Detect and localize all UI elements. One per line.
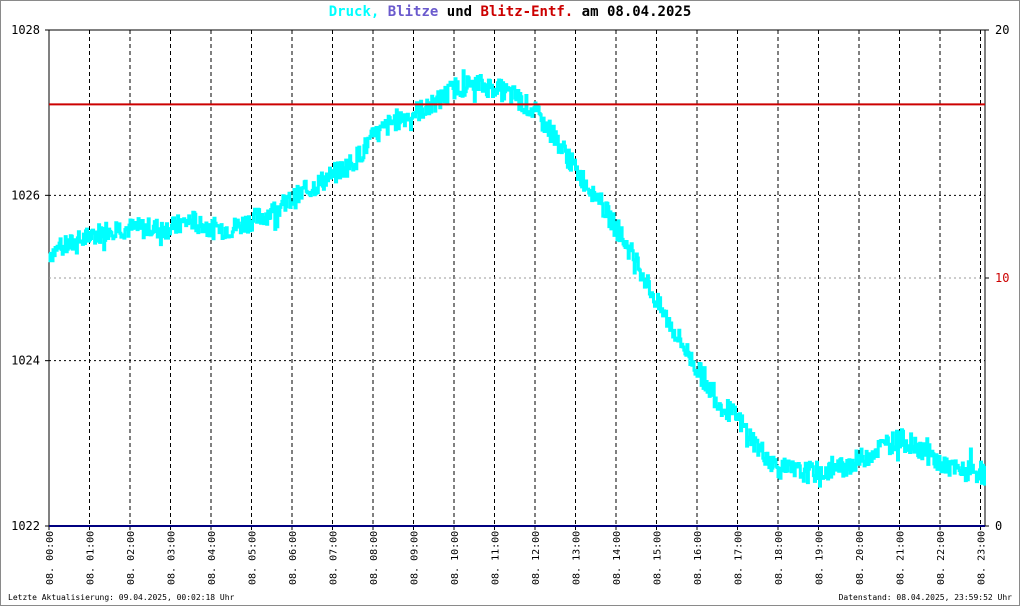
x-axis-label: 08. 14:00 <box>612 531 623 585</box>
x-axis-label: 08. 12:00 <box>531 531 542 585</box>
pressure-line <box>48 69 986 488</box>
x-axis-label: 08. 07:00 <box>329 531 340 585</box>
x-axis-label: 08. 05:00 <box>248 531 259 585</box>
title-date: am 08.04.2025 <box>581 4 692 20</box>
left-axis-label: 1024 <box>11 354 40 368</box>
x-axis-label: 08. 22:00 <box>936 531 947 585</box>
right-axis-label: 20 <box>995 23 1009 37</box>
x-axis-label: 08. 11:00 <box>491 531 502 585</box>
title-and: und <box>446 4 473 20</box>
x-axis-label: 08. 19:00 <box>815 531 826 585</box>
x-axis-label: 08. 20:00 <box>855 531 866 585</box>
x-axis-label: 08. 17:00 <box>734 531 745 585</box>
right-axis-label: 10 <box>995 271 1009 285</box>
footer-data-status: Datenstand: 08.04.2025, 23:59:52 Uhr <box>838 593 1012 602</box>
x-axis-label: 08. 03:00 <box>167 531 178 585</box>
x-axis-label: 08. 08:00 <box>369 531 380 585</box>
title-pressure: Druck, <box>328 4 380 20</box>
footer-last-update: Letzte Aktualisierung: 09.04.2025, 00:02… <box>8 593 235 602</box>
x-axis-label: 08. 18:00 <box>774 531 785 585</box>
x-axis-label: 08. 10:00 <box>450 531 461 585</box>
left-axis-label: 1022 <box>11 519 40 533</box>
x-axis-label: 08. 09:00 <box>410 531 421 585</box>
chart-title: Druck, Blitze und Blitz-Entf. am 08.04.2… <box>0 4 1020 20</box>
x-axis-label: 08. 13:00 <box>572 531 583 585</box>
x-axis-label: 08. 04:00 <box>207 531 218 585</box>
x-axis-label: 08. 00:00 <box>45 531 56 585</box>
title-strikes: Blitze <box>387 4 439 20</box>
x-axis-label: 08. 02:00 <box>126 531 137 585</box>
left-axis-label: 1026 <box>11 188 40 202</box>
x-axis-label: 08. 23:00 <box>977 531 988 585</box>
left-axis-label: 1028 <box>11 23 40 37</box>
x-axis-label: 08. 15:00 <box>653 531 664 585</box>
x-axis-label: 08. 21:00 <box>896 531 907 585</box>
x-axis-label: 08. 16:00 <box>693 531 704 585</box>
title-distance: Blitz-Entf. <box>480 4 574 20</box>
x-axis-label: 08. 01:00 <box>86 531 97 585</box>
right-axis-label: 0 <box>995 519 1002 533</box>
x-axis-label: 08. 06:00 <box>288 531 299 585</box>
